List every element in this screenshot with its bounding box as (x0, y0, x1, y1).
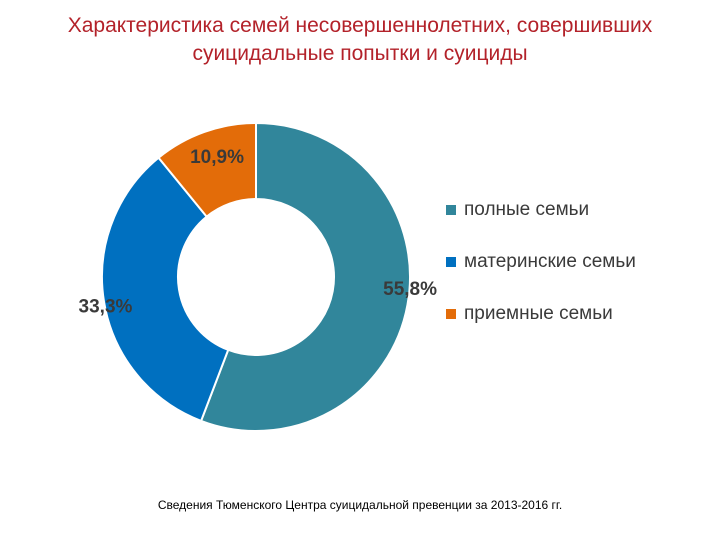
donut-slices (101, 121, 411, 432)
legend-label-материнские-семьи: материнские семьи (464, 251, 636, 272)
slice-labels: 55,8% 33,3% 10,9% (79, 147, 438, 318)
legend-swatch-материнские-семьи (446, 257, 456, 267)
legend-item-приемные-семьи: приемные семьи (446, 303, 613, 324)
legend-swatch-приемные-семьи (446, 309, 456, 319)
slice-полные-семьи (199, 121, 411, 432)
source-note: Сведения Тюменского Центра суицидальной … (157, 498, 563, 512)
chart-title: Характеристика семей несовершеннолетних,… (20, 12, 700, 68)
slice-label-материнские-семьи: 33,3% (79, 297, 133, 318)
slice-материнские-семьи (101, 156, 230, 423)
legend-label-приемные-семьи: приемные семьи (464, 303, 613, 324)
legend-item-полные-семьи: полные семьи (446, 199, 589, 220)
legend-item-материнские-семьи: материнские семьи (446, 251, 636, 272)
slice-label-полные-семьи: 55,8% (383, 279, 437, 300)
legend-swatch-полные-семьи (446, 205, 456, 215)
chart-legend: полные семьи материнские семьи приемные се… (446, 199, 636, 324)
slice-label-приемные-семьи: 10,9% (190, 147, 244, 168)
slice-приемные-семьи (157, 121, 257, 218)
legend-label-полные-семьи: полные семьи (464, 199, 589, 220)
chart-title-line-2: суицидальные попытки и суициды (192, 42, 528, 65)
chart-title-line-1: Характеристика семей несовершеннолетних,… (67, 14, 653, 37)
